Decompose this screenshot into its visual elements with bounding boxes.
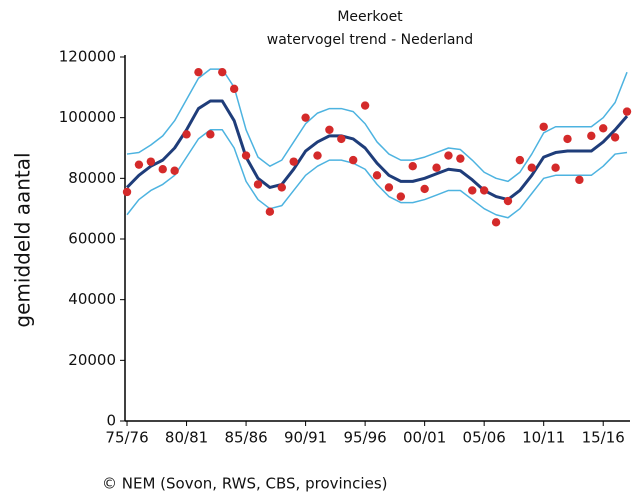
trend-line <box>125 99 629 202</box>
data-point <box>599 124 608 133</box>
x-tick-label: 10/11 <box>522 429 565 447</box>
data-point <box>479 186 489 195</box>
source-note: © NEM (Sovon, RWS, CBS, provincies) <box>102 475 387 493</box>
data-point <box>408 162 417 171</box>
data-point <box>301 113 310 122</box>
data-point <box>491 218 501 227</box>
x-tick-label: 05/06 <box>463 429 506 447</box>
data-point <box>575 175 584 185</box>
y-tick-label: 100000 <box>59 108 116 126</box>
data-point <box>158 165 167 174</box>
data-point <box>218 67 227 77</box>
data-point <box>396 192 406 201</box>
data-point <box>622 107 632 116</box>
data-point <box>122 187 132 197</box>
y-tick-label: 120000 <box>59 48 116 66</box>
data-point <box>610 133 620 142</box>
data-point <box>539 122 548 131</box>
data-point <box>313 151 322 160</box>
data-point <box>194 67 203 77</box>
data-point <box>563 134 572 144</box>
data-point <box>432 163 441 172</box>
data-point <box>468 186 477 195</box>
data-point <box>360 101 370 110</box>
x-tick-label: 15/16 <box>582 429 625 447</box>
x-tick-label: 80/81 <box>165 429 208 447</box>
data-point <box>503 196 513 206</box>
data-point <box>206 130 215 139</box>
data-point <box>337 134 346 144</box>
y-axis-label: gemiddeld aantal <box>11 152 35 327</box>
y-tick-label: 20000 <box>68 351 116 369</box>
x-tick-label: 75/76 <box>105 429 148 447</box>
data-point <box>134 160 144 169</box>
data-point <box>146 157 156 166</box>
chart-subtitle: watervogel trend - Nederland <box>267 32 473 48</box>
data-point <box>277 183 286 192</box>
y-tick-label: 0 <box>106 412 116 430</box>
x-tick-label: 95/96 <box>344 429 387 447</box>
chart-title: Meerkoet <box>337 9 403 25</box>
data-point <box>289 157 298 166</box>
data-point <box>229 84 239 94</box>
data-point <box>170 166 179 175</box>
data-point <box>515 155 525 165</box>
x-tick-label: 00/01 <box>403 429 446 447</box>
data-point <box>253 180 263 189</box>
trend-line <box>126 68 628 183</box>
data-point <box>325 125 334 134</box>
x-tick-label: 85/86 <box>224 429 267 447</box>
data-point <box>265 207 275 216</box>
data-point <box>456 154 465 163</box>
data-point <box>384 183 394 192</box>
data-point <box>420 184 429 194</box>
data-point <box>587 131 596 141</box>
data-point <box>182 130 191 139</box>
y-tick-label: 60000 <box>68 230 116 248</box>
data-point <box>551 163 560 172</box>
y-tick-label: 40000 <box>68 290 116 308</box>
y-tick-label: 80000 <box>68 169 116 187</box>
data-point <box>241 151 251 160</box>
x-tick-label: 90/91 <box>284 429 327 447</box>
trend-line <box>126 129 628 219</box>
data-point <box>444 151 453 160</box>
data-point <box>372 171 382 180</box>
data-point <box>349 155 358 165</box>
data-point <box>527 163 536 172</box>
